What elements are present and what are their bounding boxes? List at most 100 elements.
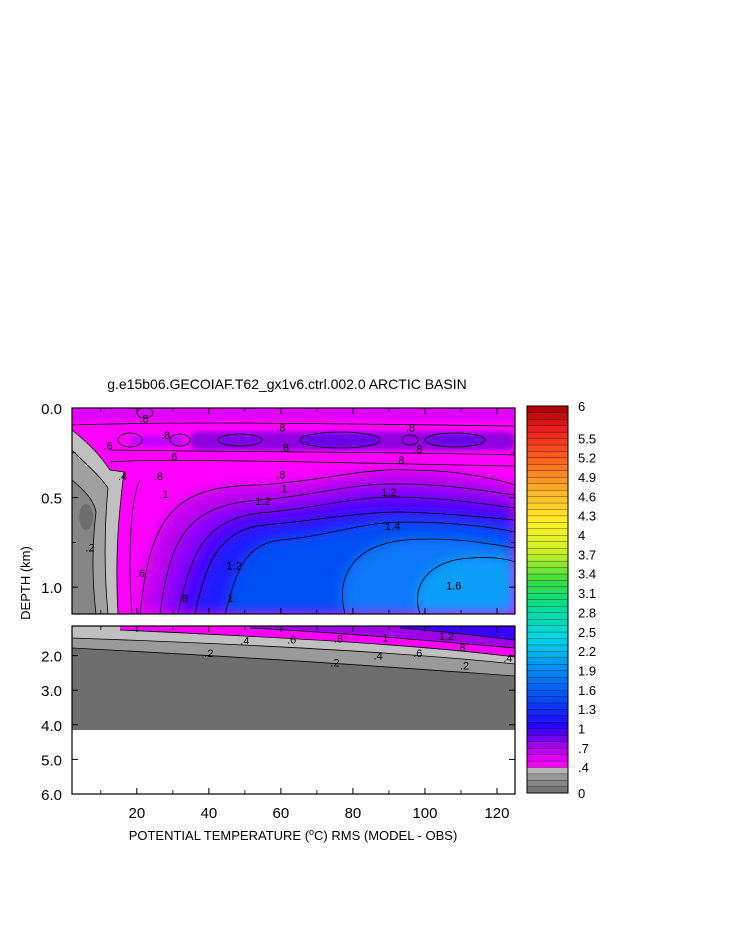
colorbar-cell bbox=[526, 638, 569, 646]
colorbar-cell bbox=[526, 502, 569, 510]
contour-label: .8 bbox=[280, 442, 289, 454]
colorbar-cell bbox=[526, 683, 569, 691]
colorbar-cell bbox=[526, 457, 569, 465]
colorbar-label: 2.5 bbox=[578, 625, 596, 640]
colorbar-cell bbox=[526, 728, 569, 736]
colorbar-cell bbox=[526, 528, 569, 536]
y-tick-label: 3.0 bbox=[41, 683, 62, 700]
contour-label: .8 bbox=[179, 593, 188, 605]
x-tick-label: 80 bbox=[345, 805, 362, 822]
colorbar-label: 2.8 bbox=[578, 605, 596, 620]
contour-label: 1.2 bbox=[226, 561, 241, 573]
x-tick-label: 60 bbox=[273, 805, 290, 822]
contour-label: .8 bbox=[276, 469, 285, 481]
colorbar-cell bbox=[526, 734, 569, 742]
contour-label: .8 bbox=[161, 430, 170, 442]
colorbar-cell bbox=[526, 689, 569, 697]
x-tick-label: 120 bbox=[484, 805, 509, 822]
contour-label: .6 bbox=[413, 648, 422, 660]
contour-label: .6 bbox=[136, 568, 145, 580]
colorbar-label: .4 bbox=[578, 760, 589, 775]
colorbar-cell bbox=[526, 580, 569, 588]
low-rms-core bbox=[79, 504, 93, 530]
upper-panel bbox=[71, 407, 516, 615]
contour-label: .4 bbox=[503, 653, 512, 665]
colorbar-cell bbox=[526, 625, 569, 633]
y-tick-label: 6.0 bbox=[41, 787, 62, 804]
contour-label: .4 bbox=[374, 651, 383, 663]
contour-label: .8 bbox=[276, 423, 285, 435]
colorbar-label: 4 bbox=[578, 528, 585, 543]
colorbar-cell bbox=[526, 605, 569, 613]
colorbar-cell bbox=[526, 425, 569, 433]
x-tick-label: 20 bbox=[128, 805, 145, 822]
y-tick-label: 4.0 bbox=[41, 718, 62, 735]
lower-contours bbox=[72, 627, 515, 677]
contour-label: 1.2 bbox=[255, 496, 270, 508]
colorbar-label: 3.7 bbox=[578, 547, 596, 562]
colorbar-cell bbox=[526, 767, 569, 775]
colorbar-label: 1.9 bbox=[578, 663, 596, 678]
contour-label: .4 bbox=[118, 471, 127, 483]
colorbar-label: 4.9 bbox=[578, 470, 596, 485]
colorbar-labels: 6 5.5 5.2 4.9 4.6 4.3 4 3.7 3.4 3.1 2.8 2.5 2.2 1.9 1.… bbox=[578, 399, 596, 801]
colorbar-cell bbox=[526, 644, 569, 652]
x-tick-label: 40 bbox=[201, 805, 218, 822]
colorbar-cell bbox=[526, 631, 569, 639]
colorbar-cell bbox=[526, 496, 569, 504]
colorbar-cell bbox=[526, 709, 569, 717]
field-bands bbox=[140, 469, 515, 614]
x-axis-label: POTENTIAL TEMPERATURE (oC) RMS (MODEL - … bbox=[129, 827, 458, 843]
contour-label: 1 bbox=[382, 633, 388, 645]
colorbar-cell bbox=[526, 463, 569, 471]
colorbar-cell bbox=[526, 760, 569, 768]
colorbar-label: .7 bbox=[578, 741, 589, 756]
colorbar-cell bbox=[526, 618, 569, 626]
contour-label: 1 bbox=[163, 489, 169, 501]
contour-label: .8 bbox=[139, 414, 148, 426]
lower-field bbox=[72, 626, 515, 794]
colorbar-cell bbox=[526, 405, 569, 413]
contour-label: .8 bbox=[456, 643, 465, 655]
y-axis-label: DEPTH (km) bbox=[18, 546, 33, 620]
contour-label: 1.6 bbox=[446, 580, 461, 592]
contour-label: 1.2 bbox=[439, 631, 454, 643]
colorbar-cell bbox=[526, 412, 569, 420]
colorbar-frame bbox=[526, 405, 569, 794]
colorbar-cell bbox=[526, 483, 569, 491]
colorbar-label: 6 bbox=[578, 399, 585, 414]
colorbar-label: 0 bbox=[578, 786, 585, 801]
contour-label: 1.4 bbox=[385, 521, 400, 533]
colorbar-cell bbox=[526, 534, 569, 542]
upper-frame bbox=[71, 407, 516, 615]
colorbar-cell bbox=[526, 450, 569, 459]
lower-frame bbox=[71, 625, 516, 795]
colorbar-label: 4.6 bbox=[578, 489, 596, 504]
contour-label: .8 bbox=[395, 455, 404, 467]
colorbar-cell bbox=[526, 489, 569, 497]
colorbar-label: 1 bbox=[578, 722, 585, 737]
colorbar-cell bbox=[526, 779, 569, 787]
colorbar-cell bbox=[526, 444, 569, 452]
colorbar-cell bbox=[526, 754, 569, 762]
contour-label: .8 bbox=[413, 444, 422, 456]
x-axis-label-part2: C) RMS (MODEL - OBS) bbox=[314, 828, 457, 843]
y-axis-upper: 0.0 0.5 1.0 bbox=[41, 401, 515, 597]
contour-label: .2 bbox=[85, 543, 94, 555]
x-axis-label-part1: POTENTIAL TEMPERATURE ( bbox=[129, 828, 310, 843]
contour-label: .6 bbox=[287, 634, 296, 646]
colorbar-label: 3.1 bbox=[578, 586, 596, 601]
colorbar-cell bbox=[526, 573, 569, 581]
colorbar-cell bbox=[526, 715, 569, 723]
y-tick-label: 5.0 bbox=[41, 752, 62, 769]
contour-label: .8 bbox=[334, 633, 343, 645]
colorbar-label: 5.2 bbox=[578, 451, 596, 466]
x-axis: 20 40 60 80 100 120 bbox=[100, 408, 510, 822]
x-axis-label-degree: o bbox=[309, 827, 314, 837]
y-tick-label: 1.0 bbox=[41, 580, 62, 597]
contour-label: .2 bbox=[460, 660, 469, 672]
colorbar-cell bbox=[526, 599, 569, 607]
y-tick-label: 0.0 bbox=[41, 401, 62, 418]
colorbar-cell bbox=[526, 476, 569, 484]
